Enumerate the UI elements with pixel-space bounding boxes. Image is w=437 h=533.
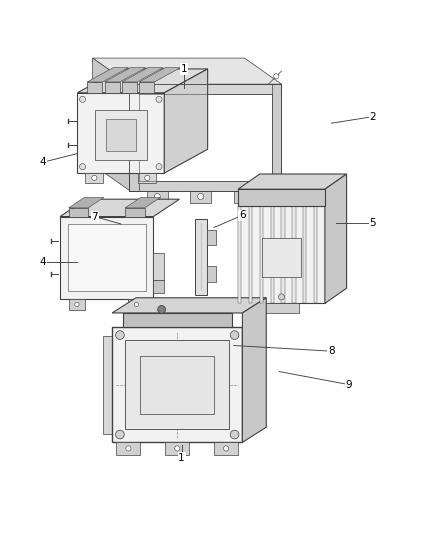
Text: 9: 9 [346, 379, 352, 390]
Bar [249, 206, 252, 303]
Circle shape [175, 446, 180, 451]
Polygon shape [69, 299, 85, 310]
Polygon shape [104, 68, 146, 82]
Polygon shape [207, 230, 216, 245]
Polygon shape [116, 442, 140, 455]
Bar [292, 206, 295, 303]
Polygon shape [69, 197, 104, 208]
Polygon shape [129, 84, 139, 190]
Polygon shape [93, 58, 129, 190]
Bar [260, 206, 263, 303]
Circle shape [230, 430, 239, 439]
Polygon shape [123, 313, 232, 327]
Polygon shape [60, 216, 153, 299]
Polygon shape [139, 82, 154, 93]
Circle shape [80, 164, 86, 169]
Polygon shape [60, 199, 180, 216]
Polygon shape [234, 190, 254, 203]
Polygon shape [68, 224, 146, 291]
Polygon shape [69, 208, 88, 216]
Polygon shape [104, 82, 120, 93]
Polygon shape [122, 68, 163, 82]
Circle shape [126, 446, 131, 451]
Circle shape [134, 302, 139, 306]
Polygon shape [165, 442, 189, 455]
Polygon shape [112, 298, 266, 313]
Circle shape [75, 302, 79, 306]
Bar [238, 206, 241, 303]
Bar [281, 206, 285, 303]
Circle shape [278, 294, 284, 300]
Circle shape [92, 175, 97, 181]
Bar [314, 206, 317, 303]
Polygon shape [238, 189, 325, 206]
Polygon shape [85, 173, 104, 183]
Polygon shape [243, 298, 266, 442]
Polygon shape [125, 340, 229, 430]
Polygon shape [238, 206, 325, 303]
Circle shape [156, 164, 162, 169]
Polygon shape [264, 303, 299, 313]
Circle shape [241, 193, 247, 200]
Polygon shape [190, 190, 211, 203]
Text: 6: 6 [239, 210, 246, 220]
Circle shape [156, 96, 162, 102]
Polygon shape [243, 336, 252, 434]
Circle shape [274, 74, 279, 79]
Polygon shape [325, 174, 347, 303]
Polygon shape [95, 110, 147, 160]
Circle shape [116, 331, 124, 340]
Polygon shape [129, 84, 281, 94]
Polygon shape [87, 82, 102, 93]
Text: 1: 1 [180, 64, 187, 74]
Polygon shape [106, 119, 136, 151]
Text: 7: 7 [91, 212, 98, 222]
Polygon shape [207, 266, 216, 282]
Circle shape [116, 430, 124, 439]
Circle shape [145, 175, 150, 181]
Polygon shape [112, 327, 243, 442]
Text: 5: 5 [369, 218, 376, 228]
Polygon shape [125, 208, 145, 216]
Polygon shape [128, 299, 145, 310]
Polygon shape [153, 254, 164, 279]
Circle shape [198, 193, 204, 200]
Circle shape [158, 305, 166, 313]
Text: 1: 1 [178, 453, 185, 463]
Polygon shape [139, 68, 180, 82]
Text: 4: 4 [39, 157, 46, 167]
Polygon shape [164, 69, 208, 173]
Polygon shape [262, 238, 301, 277]
Circle shape [223, 446, 229, 451]
Polygon shape [129, 181, 281, 190]
Polygon shape [194, 219, 207, 295]
Circle shape [80, 96, 86, 102]
Polygon shape [140, 356, 214, 414]
Polygon shape [122, 82, 137, 93]
Polygon shape [147, 190, 168, 203]
Text: 8: 8 [328, 346, 335, 356]
Polygon shape [77, 69, 208, 93]
Polygon shape [238, 174, 347, 189]
Polygon shape [87, 68, 128, 82]
Circle shape [154, 193, 160, 200]
Polygon shape [153, 279, 164, 293]
Bar [303, 206, 306, 303]
Bar [271, 206, 274, 303]
Text: 4: 4 [39, 257, 46, 267]
Polygon shape [272, 84, 281, 190]
Polygon shape [125, 197, 160, 208]
Text: 2: 2 [369, 112, 376, 122]
Circle shape [230, 331, 239, 340]
Polygon shape [103, 336, 112, 434]
Polygon shape [138, 173, 156, 183]
Polygon shape [214, 442, 238, 455]
Polygon shape [77, 93, 164, 173]
Polygon shape [93, 58, 281, 84]
